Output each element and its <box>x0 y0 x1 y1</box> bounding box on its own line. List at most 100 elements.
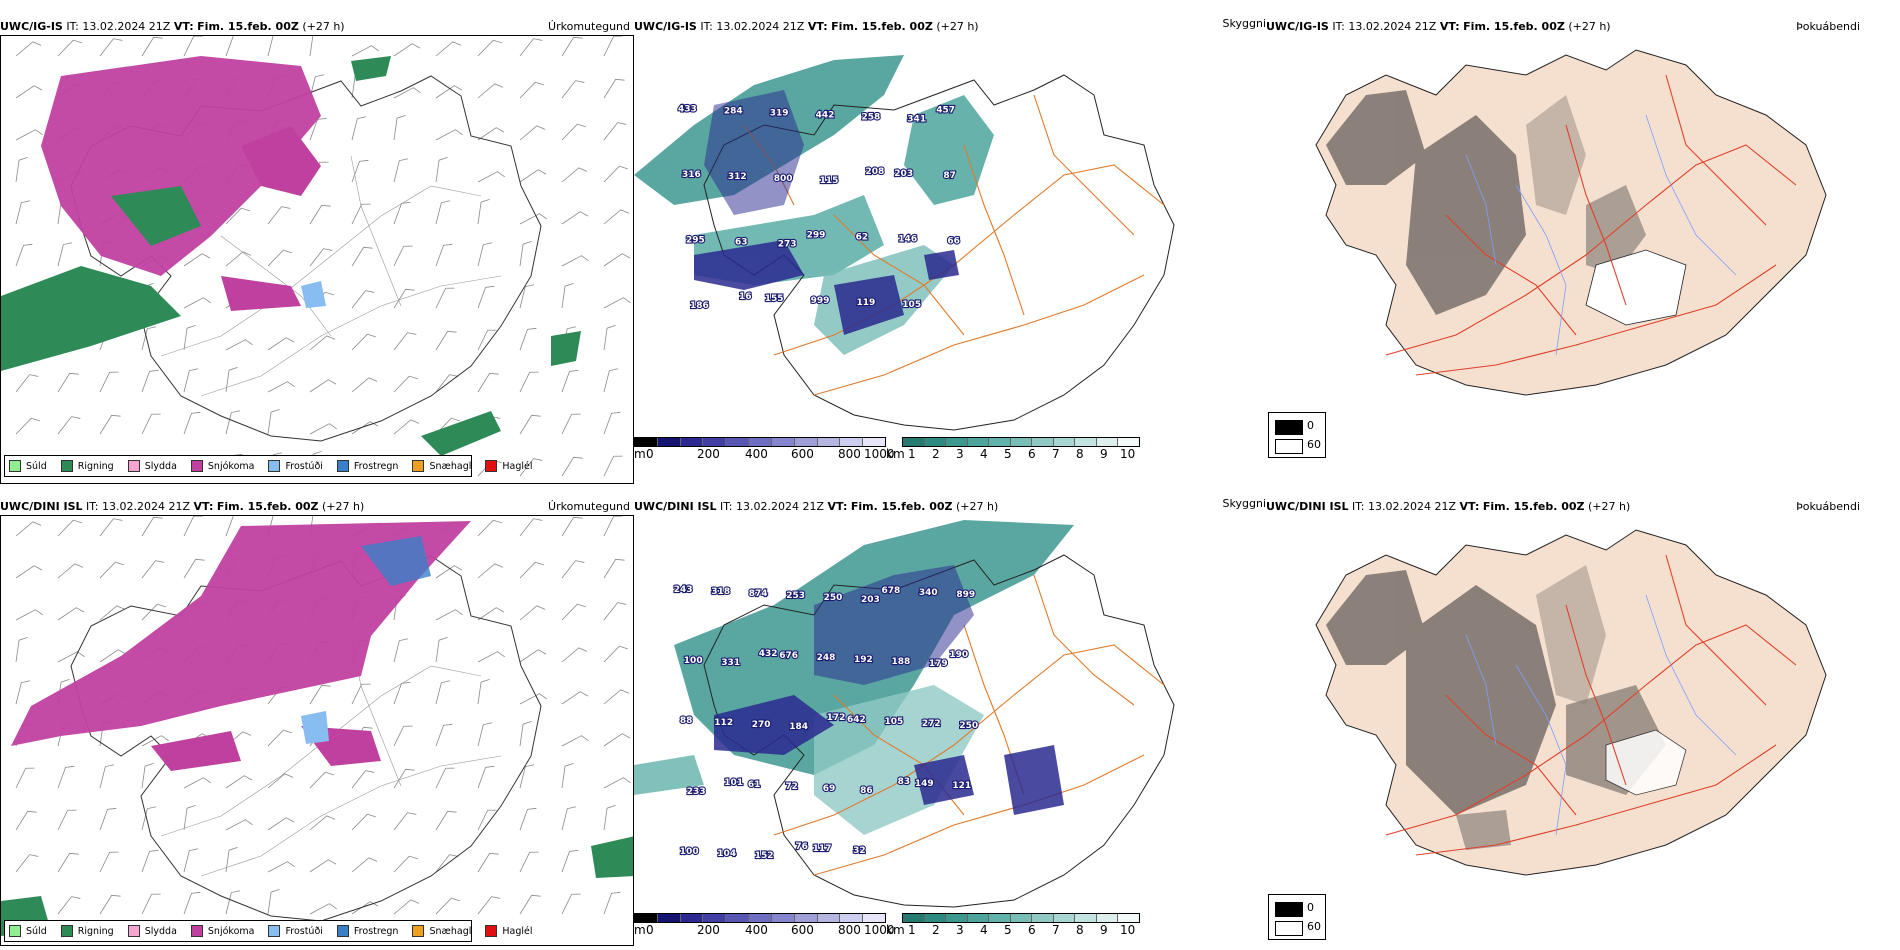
wind-barb <box>519 284 535 309</box>
wind-barb <box>435 723 453 747</box>
wind-barb <box>561 211 589 225</box>
wind-barb <box>225 207 250 225</box>
wind-barb <box>603 253 631 267</box>
wind-barb <box>603 209 630 225</box>
legend-swatch <box>9 925 21 937</box>
wind-barb <box>519 213 547 225</box>
cloud-base-label: 442 <box>816 110 835 120</box>
wind-barb <box>351 813 376 831</box>
iceland-coast <box>703 74 1175 431</box>
cloud-base-label: 312 <box>728 172 747 182</box>
cloud-base-label: 104 <box>717 849 736 859</box>
wind-barb <box>225 775 253 789</box>
wind-barb <box>183 848 199 873</box>
legend-item: Haglél <box>485 925 533 937</box>
cloud-base-label: 119 <box>857 298 876 308</box>
cloud-base-label: 273 <box>778 239 797 249</box>
cloud-base-label: 188 <box>892 657 911 667</box>
cloud-base-label: 63 <box>735 237 748 247</box>
wind-barb <box>519 125 546 141</box>
low-visibility-area <box>814 685 984 835</box>
cloud-base-label: 258 <box>862 112 881 122</box>
wind-barb <box>393 899 420 915</box>
wind-barb <box>141 560 165 579</box>
wind-barb <box>183 253 211 267</box>
cloud-base-label: 457 <box>936 105 955 115</box>
wind-barb <box>603 36 623 57</box>
fog-light-swatch <box>1275 439 1303 454</box>
wind-barb <box>393 114 406 141</box>
legend-swatch <box>60 460 73 472</box>
wind-barb <box>561 762 574 789</box>
wind-barb <box>603 78 625 99</box>
cloud-base-label: 316 <box>682 170 701 180</box>
precip-type-panel-1: UWC/IG-IS IT: 13.02.2024 21Z VT: Fim. 15… <box>0 20 634 484</box>
wind-barb <box>561 123 586 141</box>
wind-barb <box>141 516 163 537</box>
cloud-base-label: 800 <box>774 174 793 184</box>
wind-barb <box>141 806 157 831</box>
legend-item: Frostúði <box>268 925 323 937</box>
legend-item: Haglél <box>485 460 533 472</box>
wind-barb <box>15 156 28 183</box>
rain-area <box>1 266 181 371</box>
wind-barb <box>351 421 379 435</box>
cloud-base-label: 149 <box>915 779 934 789</box>
wind-barb <box>561 806 577 831</box>
wind-barb <box>561 691 589 705</box>
wind-barb <box>351 45 379 57</box>
wind-barb <box>351 333 376 351</box>
wind-barb <box>435 680 451 705</box>
wind-barb <box>603 804 616 831</box>
precip-map <box>0 515 634 946</box>
wind-barb <box>603 411 621 435</box>
fog-legend: 0 60 <box>1268 894 1326 940</box>
wind-barb <box>57 242 73 267</box>
legend-swatch <box>190 925 203 937</box>
wind-barb <box>603 777 631 789</box>
wind-barb <box>267 381 295 393</box>
panel-title: Þokuábendi <box>1796 500 1860 513</box>
snow-area <box>151 731 241 771</box>
wind-barb <box>561 560 585 579</box>
wind-barb <box>561 603 586 621</box>
wind-barb <box>519 458 543 477</box>
legend-swatch <box>268 925 281 937</box>
wind-barb <box>393 681 411 705</box>
legend-item: Snjókoma <box>190 460 254 472</box>
rain-area <box>111 186 201 246</box>
wind-barb <box>519 518 543 537</box>
cloud-base-label: 172 <box>827 713 846 723</box>
cloud-base-label: 69 <box>823 784 836 794</box>
wind-barb <box>99 605 126 621</box>
wind-barb <box>393 812 417 831</box>
wind-barb <box>519 371 539 393</box>
wind-barb <box>57 607 85 621</box>
cloud-base-labels: 433 284 319 442 258 341 457 316 312 800 115 208 203 8… <box>677 103 961 312</box>
wind-barb <box>477 329 497 351</box>
wind-barb <box>57 809 77 831</box>
panel-title: Úrkomutegund <box>548 500 630 513</box>
legend-item: Rigning <box>60 925 114 937</box>
colorbar-unit: km <box>886 447 905 461</box>
colorbar-cells <box>902 437 1140 447</box>
wind-barb <box>141 893 161 915</box>
legend-swatch <box>485 925 498 937</box>
wind-barb <box>477 127 505 141</box>
cloud-base-label: 117 <box>813 844 832 854</box>
legend-swatch <box>336 460 349 472</box>
low-visibility-area <box>634 755 704 795</box>
cloud-base-label: 208 <box>866 167 885 177</box>
wind-barb <box>393 332 417 351</box>
cloud-base-label: 270 <box>752 720 771 730</box>
cloud-base-label: 250 <box>959 721 978 731</box>
wind-barb <box>183 891 201 915</box>
wind-barb <box>477 39 502 57</box>
colorbar-unit: km <box>886 923 905 937</box>
cloud-base-label: 121 <box>952 781 971 791</box>
wind-barb <box>57 519 82 537</box>
wind-barb <box>57 852 79 873</box>
panel-header: UWC/IG-IS IT: 13.02.2024 21Z VT: Fim. 15… <box>1266 20 1611 33</box>
wind-barb <box>351 246 373 267</box>
wind-barb <box>99 38 123 57</box>
